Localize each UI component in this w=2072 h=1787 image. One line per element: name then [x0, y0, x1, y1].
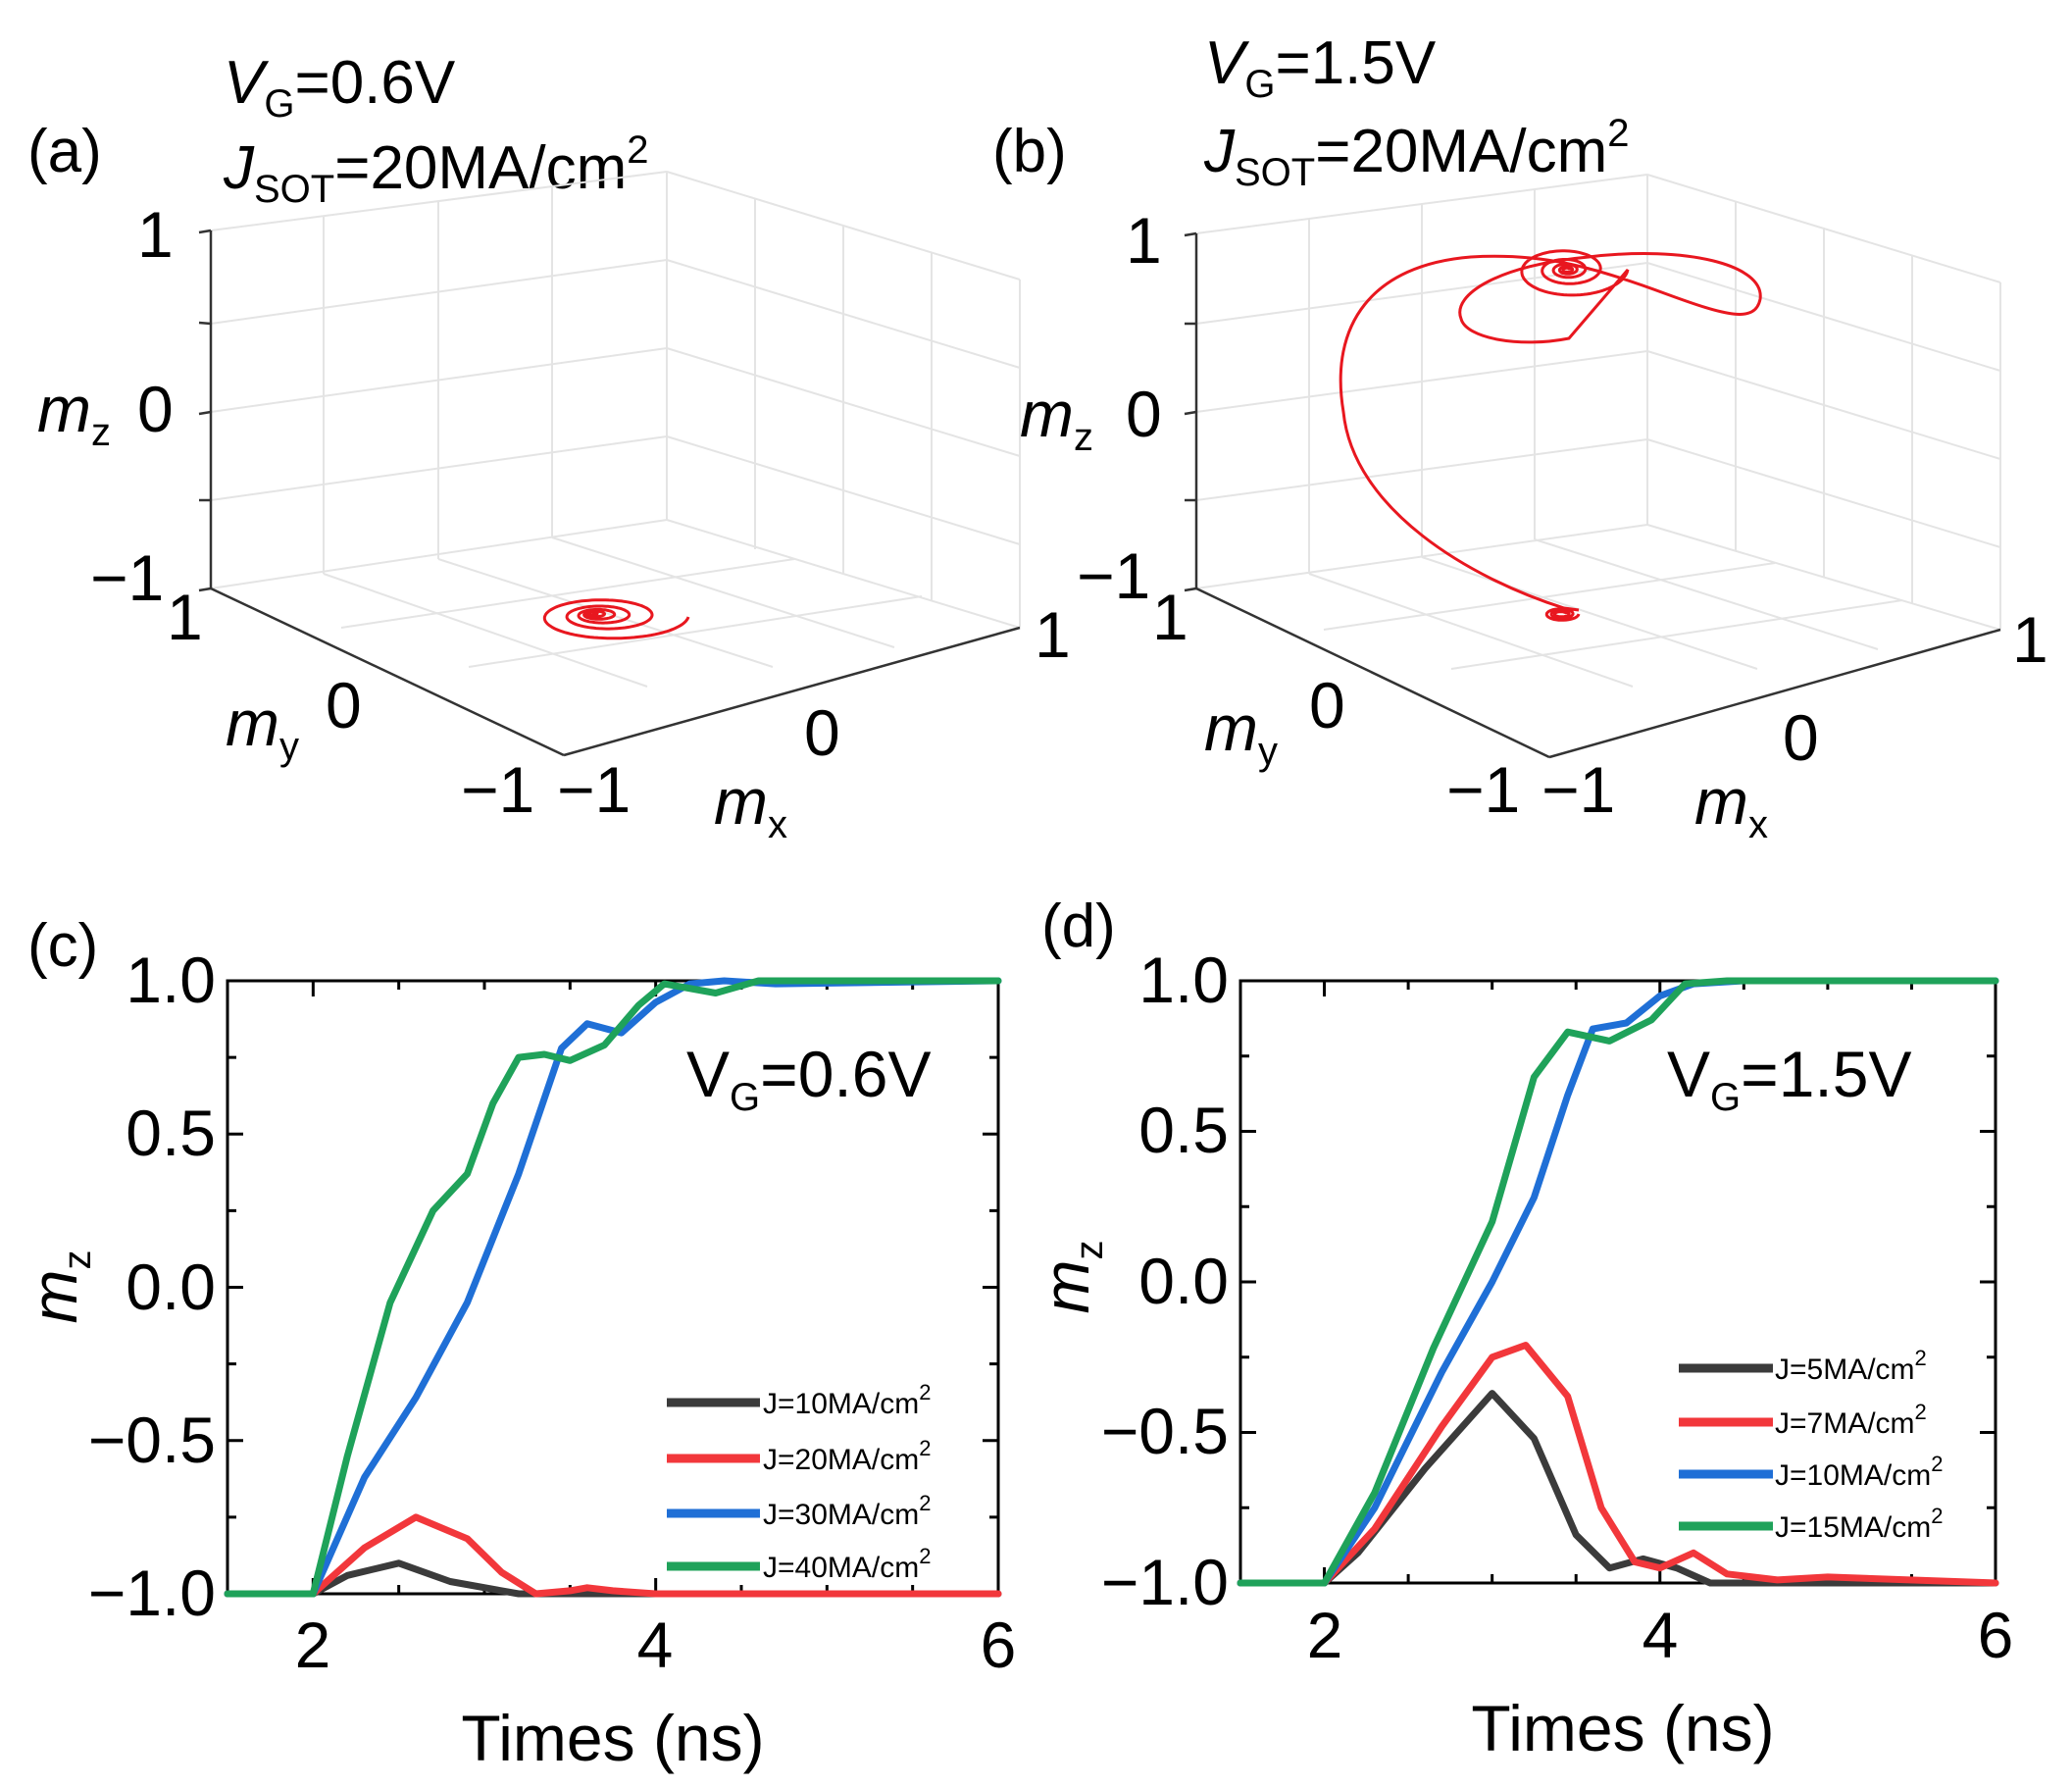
- panel-b-title-j: JSOT=20MA/cm2: [1203, 112, 1630, 194]
- panel-c-series-line-4: [224, 977, 1002, 1598]
- panel-d-legend-item-2: J=7MA/cm2: [1679, 1400, 1927, 1440]
- panel-c-xtick-4: 4: [637, 1608, 674, 1681]
- panel-a-box-grid: [210, 171, 1021, 688]
- panel-b-trajectory: [1339, 249, 1762, 622]
- panel-a-z-label: mz: [37, 373, 111, 454]
- panel-b-y-tick-neg1: −1: [1446, 753, 1520, 826]
- panel-a-title-j: JSOT=20MA/cm2: [223, 128, 649, 211]
- panel-c-xtick-2: 2: [295, 1608, 331, 1681]
- panel-a-x-tick-1: 1: [1035, 598, 1071, 671]
- panel-b-z-tick-1: 1: [1126, 204, 1162, 277]
- panel-c-xtick-labels: 2 4 6: [295, 1608, 1017, 1681]
- panel-d-ylabel: mz: [1030, 1241, 1111, 1314]
- panel-a-axis-ticks: [198, 229, 212, 592]
- panel-a-3d-plot: (a) VG=0.6V JSOT=20MA/cm2: [27, 49, 1071, 846]
- panel-c-xlabel: Times (ns): [461, 1702, 764, 1774]
- panel-d-xtick-labels: 2 4 6: [1307, 1599, 2014, 1671]
- panel-c-legend-text-4: J=40MA/cm2: [763, 1544, 931, 1584]
- panel-d-xtick-2: 2: [1307, 1599, 1343, 1671]
- panel-a-y-tick-neg1: −1: [461, 753, 534, 826]
- panel-c-legend: J=10MA/cm2 J=20MA/cm2 J=30MA/cm2 J=40MA/…: [667, 1380, 931, 1584]
- panel-b-label: (b): [992, 118, 1067, 185]
- panel-d-annotation: VG=1.5V: [1667, 1038, 1911, 1119]
- panel-d-xtick-6: 6: [1978, 1599, 2014, 1671]
- panel-d-legend-text-1: J=5MA/cm2: [1775, 1346, 1927, 1386]
- panel-c-legend-text-1: J=10MA/cm2: [763, 1380, 931, 1420]
- panel-b-z-tick-0: 0: [1126, 378, 1162, 450]
- panel-c-label: (c): [27, 912, 98, 980]
- panel-a-axes: [209, 230, 1021, 757]
- panel-b-3d-plot: (b) VG=1.5V JSOT=20MA/cm2: [992, 29, 2048, 846]
- panel-a-y-tick-0: 0: [326, 669, 362, 741]
- panel-a-label: (a): [27, 118, 102, 185]
- panel-b-x-label: mx: [1694, 765, 1768, 846]
- panel-d-series-lines: [1237, 977, 1999, 1587]
- panel-a-title-vg: VG=0.6V: [224, 49, 456, 126]
- panel-d-ytick-labels: 1.0 0.5 0.0 −0.5 −1.0: [1101, 944, 1229, 1618]
- panel-b-box-grid: [1195, 174, 2001, 688]
- panel-a-y-label: my: [226, 687, 299, 768]
- panel-c-legend-item-2: J=20MA/cm2: [667, 1436, 931, 1476]
- panel-b-x-tick-0: 0: [1783, 701, 1819, 774]
- panel-d-xlabel: Times (ns): [1471, 1692, 1774, 1764]
- panel-d-xtick-4: 4: [1642, 1599, 1679, 1671]
- panel-c-series-line-2: [224, 1513, 1002, 1598]
- panel-a-x-tick-0: 0: [804, 696, 840, 769]
- panel-b-y-label: my: [1204, 691, 1278, 773]
- panel-c-legend-text-3: J=30MA/cm2: [763, 1491, 931, 1531]
- panel-b-y-tick-0: 0: [1309, 669, 1345, 741]
- panel-c-ytick-neg0.5: −0.5: [88, 1404, 216, 1476]
- panel-c-series-line-3: [224, 977, 1002, 1598]
- panel-a-z-tick-1: 1: [137, 198, 174, 271]
- panel-c-ylabel: mz: [18, 1251, 99, 1324]
- panel-d-series-line-2: [1237, 1342, 1999, 1587]
- panel-d-series-line-4: [1237, 977, 1999, 1587]
- panel-d-legend-item-4: J=15MA/cm2: [1679, 1504, 1943, 1544]
- panel-c-series-lines: [224, 977, 1002, 1598]
- panel-d-ytick-0: 0.0: [1138, 1245, 1229, 1317]
- panel-b-x-tick-1: 1: [2012, 603, 2048, 676]
- panel-c-legend-item-3: J=30MA/cm2: [667, 1491, 931, 1531]
- panel-d-legend-text-2: J=7MA/cm2: [1775, 1400, 1927, 1440]
- panel-d-ytick-neg0.5: −0.5: [1101, 1395, 1229, 1467]
- panel-a-z-tick-0: 0: [137, 373, 174, 445]
- panel-b-y-tick-1: 1: [1152, 581, 1188, 653]
- panel-d-line-chart: (d) 1.0 0.5 0.0 −0.5 −1.0 2 4 6 Times (n…: [1030, 893, 2013, 1764]
- panel-c-ytick-0: 0.0: [126, 1251, 216, 1323]
- panel-b-x-tick-neg1: −1: [1541, 753, 1615, 826]
- panel-d-ticks: [1240, 979, 1997, 1585]
- panel-d-legend-text-3: J=10MA/cm2: [1775, 1452, 1943, 1492]
- panel-d-legend-item-1: J=5MA/cm2: [1679, 1346, 1927, 1386]
- panel-d-label: (d): [1041, 893, 1116, 960]
- panel-c-legend-text-2: J=20MA/cm2: [763, 1436, 931, 1476]
- panel-c-ytick-neg1: −1.0: [88, 1557, 216, 1629]
- panel-d-ytick-0.5: 0.5: [1138, 1094, 1229, 1166]
- panel-b-title-vg: VG=1.5V: [1204, 29, 1437, 106]
- panel-d-legend: J=5MA/cm2 J=7MA/cm2 J=10MA/cm2 J=15MA/cm…: [1679, 1346, 1943, 1544]
- panel-d-legend-item-3: J=10MA/cm2: [1679, 1452, 1943, 1492]
- panel-d-ytick-1: 1.0: [1138, 944, 1229, 1016]
- panel-c-xtick-6: 6: [981, 1608, 1017, 1681]
- panel-c-legend-item-1: J=10MA/cm2: [667, 1380, 931, 1420]
- panel-d-legend-text-4: J=15MA/cm2: [1775, 1504, 1943, 1544]
- panel-d-ytick-neg1: −1.0: [1101, 1546, 1229, 1618]
- panel-c-ytick-labels: 1.0 0.5 0.0 −0.5 −1.0: [88, 944, 216, 1629]
- panel-c-line-chart: (c) 1.0 0.5 0.0 −0.5 −1.0 2 4 6 Times (n…: [18, 912, 1016, 1774]
- panel-b-axis-ticks: [1184, 231, 1197, 592]
- panel-a-y-tick-1: 1: [167, 581, 203, 653]
- panel-c-legend-item-4: J=40MA/cm2: [667, 1544, 931, 1584]
- panel-a-x-tick-neg1: −1: [557, 753, 631, 826]
- panel-b-z-tick-neg1: −1: [1077, 539, 1150, 612]
- panel-a-z-tick-neg1: −1: [90, 541, 164, 614]
- panel-b-z-label: mz: [1020, 378, 1093, 459]
- panel-a-trajectory: [542, 598, 690, 640]
- panel-c-ytick-0.5: 0.5: [126, 1097, 216, 1169]
- panel-c-ytick-1: 1.0: [126, 944, 216, 1016]
- panel-b-axes: [1194, 233, 2001, 759]
- panel-a-x-label: mx: [714, 765, 787, 846]
- panel-c-annotation: VG=0.6V: [686, 1038, 931, 1119]
